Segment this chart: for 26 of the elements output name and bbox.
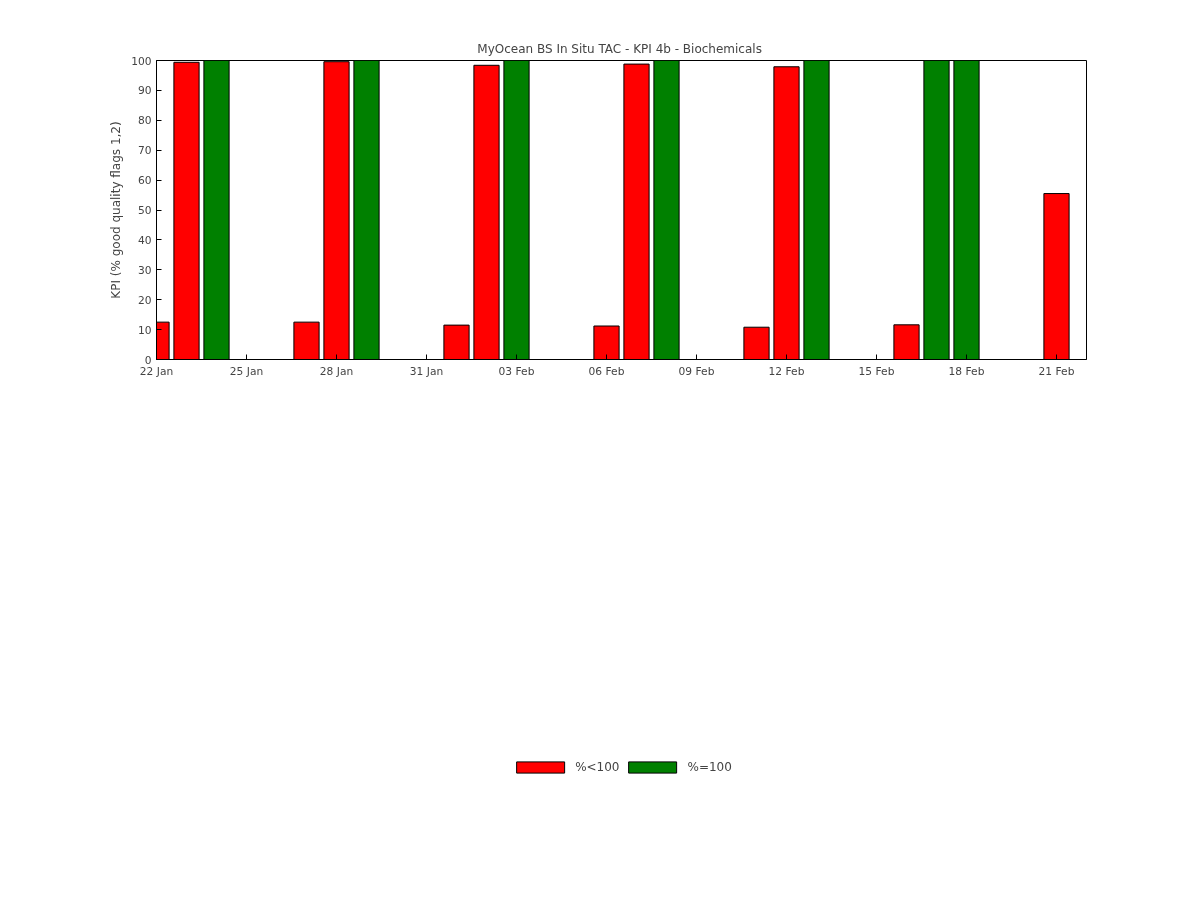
legend-label: %=100	[687, 759, 732, 774]
y-tick-label: 60	[137, 174, 152, 188]
x-tick-label: 15 Feb	[858, 364, 895, 378]
y-tick-label: 20	[137, 293, 152, 307]
x-tick-label: 22 Jan	[139, 364, 174, 378]
y-tick-label: 40	[137, 233, 152, 247]
y-tick-label: 70	[137, 144, 152, 158]
y-tick-label: 80	[137, 114, 152, 128]
x-tick-label: 09 Feb	[678, 364, 715, 378]
x-tick-label: 31 Jan	[409, 364, 444, 378]
x-tick-label: 21 Feb	[1038, 364, 1075, 378]
x-tick-label: 03 Feb	[498, 364, 535, 378]
y-tick-label: 50	[137, 204, 152, 217]
y-axis-title: KPI (% good quality flags 1,2)	[109, 121, 124, 299]
y-tick-label: 30	[137, 263, 152, 277]
x-tick-label: 18 Feb	[948, 364, 985, 378]
y-tick-label: 90	[137, 84, 152, 98]
y-tick-label: 10	[137, 323, 152, 337]
x-tick-label: 06 Feb	[588, 364, 625, 378]
x-tick-label: 25 Jan	[229, 364, 264, 378]
y-tick-label: 0	[144, 353, 152, 367]
y-tick-label: 100	[131, 54, 152, 68]
chart-title: MyOcean BS In Situ TAC - KPI 4b - Biochemicals	[477, 41, 762, 56]
x-tick-label: 12 Feb	[768, 364, 805, 378]
x-tick-label: 28 Jan	[319, 364, 354, 378]
legend-label: %<100	[575, 759, 620, 774]
